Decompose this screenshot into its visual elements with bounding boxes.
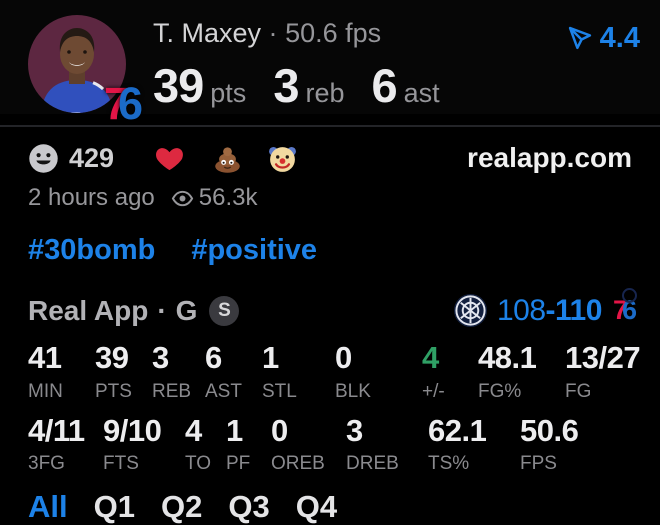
poop-icon[interactable] xyxy=(212,143,243,174)
header: 76 T. Maxey · 50.6 fps 39 pts 3 reb 6 as… xyxy=(0,0,660,126)
eye-icon xyxy=(171,187,194,210)
rating-value: 4.4 xyxy=(599,22,640,54)
fps-value: 50.6 fps xyxy=(285,18,382,48)
stat-fg-pct: 48.1 FG% xyxy=(478,340,537,402)
game-row: Real App · G S 108-110 76 xyxy=(0,288,660,328)
headline-statline: 39 pts 3 reb 6 ast xyxy=(153,58,467,113)
section-divider xyxy=(0,125,660,127)
post-meta: 2 hours ago 56.3k xyxy=(28,184,632,212)
stat-min: 41 MIN xyxy=(28,340,63,402)
source-badge[interactable]: S xyxy=(209,295,240,326)
hashtag-30bomb[interactable]: #30bomb xyxy=(28,234,156,266)
post-section: 429 realapp.com 2 hours ago 56.3k #30bom… xyxy=(0,142,660,267)
stat-grid: 41 MIN 39 PTS 3 REB 6 AST 1 STL 0 BLK 4 +/- 48.… xyxy=(0,340,660,476)
reaction-count[interactable]: 429 xyxy=(69,142,115,173)
heart-icon[interactable] xyxy=(154,143,185,174)
stat-to: 4 TO xyxy=(185,412,212,475)
tab-q1[interactable]: Q1 xyxy=(93,489,135,525)
rebounds-value: 3 xyxy=(273,59,299,112)
stat-fg: 13/27 FG xyxy=(565,340,641,402)
team-badge-76: 76 xyxy=(103,78,143,129)
rebounds-label: reb xyxy=(305,78,345,108)
stat-oreb: 0 OREB xyxy=(271,412,325,475)
hashtag-row: #30bomb #positive xyxy=(28,234,632,267)
stat-reb: 3 REB xyxy=(152,340,192,402)
group-label: G xyxy=(175,294,198,326)
stat-row-1: 41 MIN 39 PTS 3 REB 6 AST 1 STL 0 BLK 4 +/- 48.… xyxy=(28,340,660,403)
quarter-tabs: All Q1 Q2 Q3 Q4 xyxy=(0,489,660,525)
stat-pf: 1 PF xyxy=(226,412,251,475)
source-name: Real App xyxy=(28,294,149,326)
tab-q4[interactable]: Q4 xyxy=(295,489,338,525)
reaction-row: 429 realapp.com xyxy=(28,142,632,174)
tab-q2[interactable]: Q2 xyxy=(160,489,203,525)
player-photo xyxy=(28,15,126,113)
away-score: 108 xyxy=(496,293,546,327)
stat-dreb: 3 DREB xyxy=(346,412,399,475)
home-score: 110 xyxy=(555,293,602,327)
assists-label: ast xyxy=(403,78,440,108)
points-value: 39 xyxy=(153,59,204,112)
send-icon xyxy=(568,26,593,51)
avatar[interactable]: 76 xyxy=(27,14,143,126)
stars-ring xyxy=(621,288,637,303)
clown-icon[interactable] xyxy=(267,143,298,174)
smiley-icon[interactable] xyxy=(28,143,59,174)
rating-indicator[interactable]: 4.4 xyxy=(568,22,640,55)
home-team-logo-76: 76 xyxy=(613,288,637,324)
tab-q3[interactable]: Q3 xyxy=(228,489,270,525)
stat-pts: 39 PTS xyxy=(95,340,132,402)
timestamp: 2 hours ago xyxy=(28,184,155,211)
stat-fps: 50.6 FPS xyxy=(520,412,579,475)
assists-value: 6 xyxy=(371,59,397,112)
tab-all[interactable]: All xyxy=(28,489,68,525)
away-team-logo-icon xyxy=(453,293,488,328)
stat-row-2: 4/11 3FG 9/10 FTS 4 TO 1 PF 0 OREB 3 DREB 62.1… xyxy=(28,412,660,476)
player-name-line: T. Maxey · 50.6 fps xyxy=(153,18,467,49)
player-name: T. Maxey xyxy=(153,18,262,48)
stat-3fg: 4/11 3FG xyxy=(28,412,85,475)
stat-plus-minus: 4 +/- xyxy=(422,340,445,402)
header-main: T. Maxey · 50.6 fps 39 pts 3 reb 6 ast xyxy=(153,14,467,114)
hashtag-positive[interactable]: #positive xyxy=(191,234,318,266)
dot-separator: · xyxy=(157,294,167,326)
view-count: 56.3k xyxy=(198,184,258,211)
dot-separator: · xyxy=(268,18,278,48)
game-score: 108-110 xyxy=(497,294,602,328)
stat-ts-pct: 62.1 TS% xyxy=(428,412,487,475)
score-area[interactable]: 108-110 76 xyxy=(453,288,637,328)
site-link[interactable]: realapp.com xyxy=(467,142,632,173)
stat-ast: 6 AST xyxy=(205,340,242,402)
stat-fts: 9/10 FTS xyxy=(103,412,162,475)
points-label: pts xyxy=(210,78,247,108)
stat-blk: 0 BLK xyxy=(335,340,371,402)
stat-stl: 1 STL xyxy=(262,340,297,402)
score-dash: - xyxy=(545,293,556,327)
